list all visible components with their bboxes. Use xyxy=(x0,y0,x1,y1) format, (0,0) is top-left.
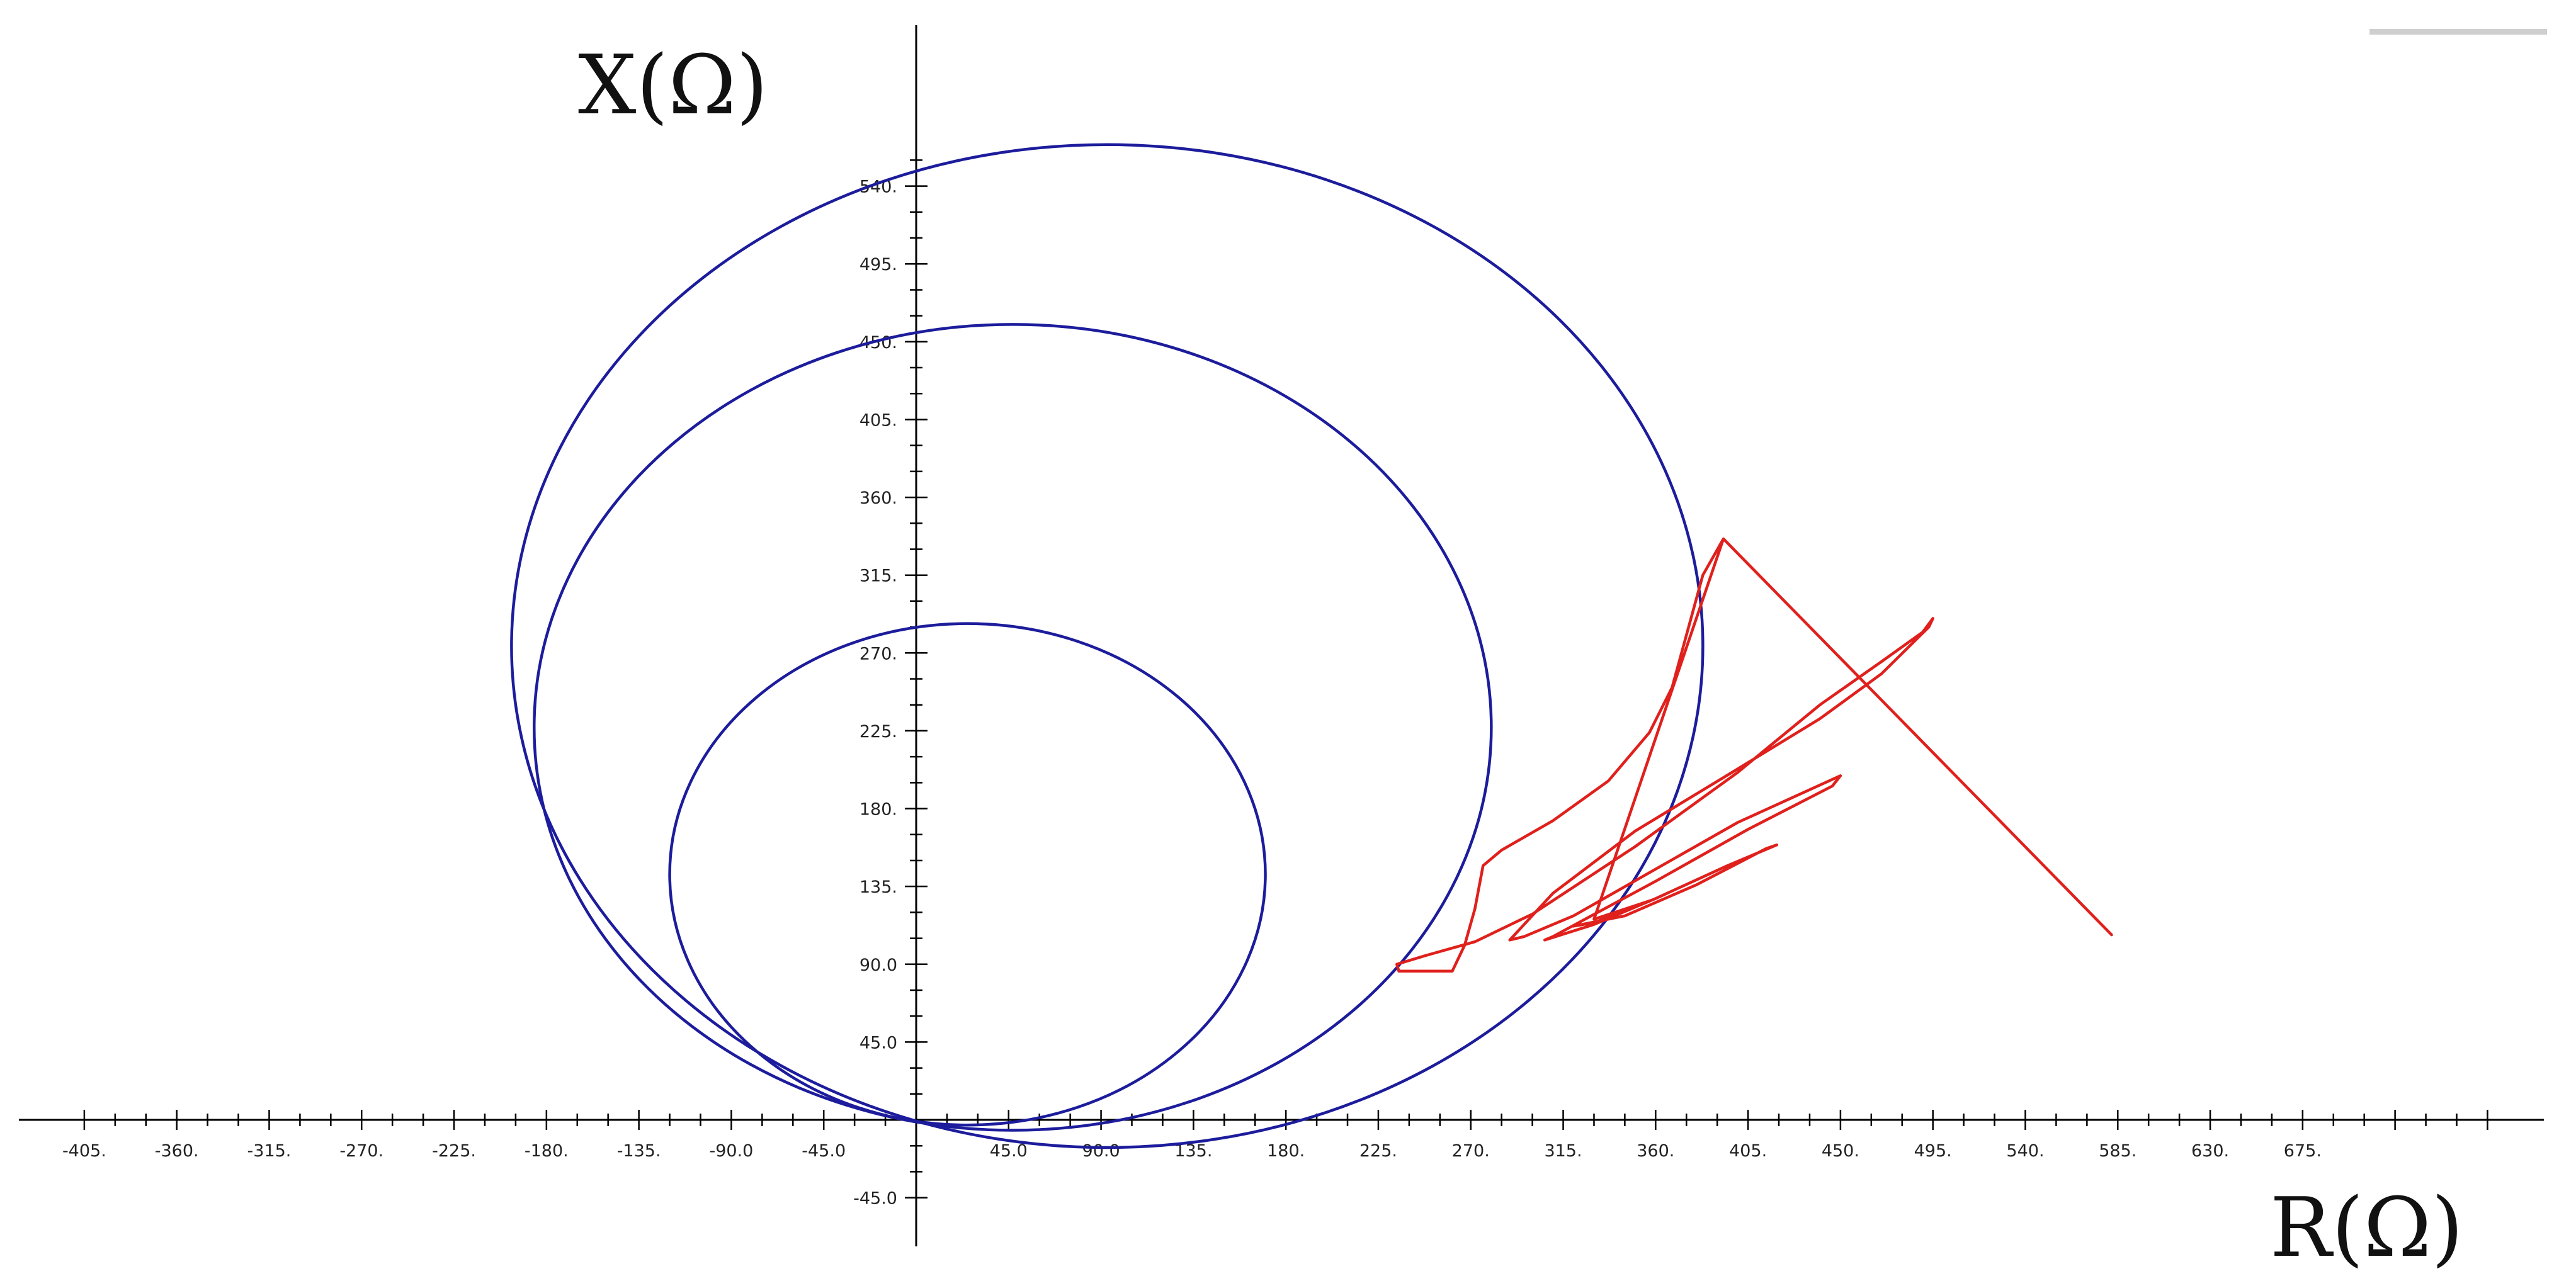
x-tick-label: 675. xyxy=(2284,1141,2322,1161)
x-tick-label: -270. xyxy=(339,1141,383,1161)
x-tick-label: 360. xyxy=(1637,1141,1674,1161)
y-tick-label: 135. xyxy=(860,878,897,897)
x-tick-label: 45.0 xyxy=(990,1141,1028,1161)
x-tick-label: 225. xyxy=(1359,1141,1397,1161)
axes xyxy=(19,25,2544,1246)
y-tick-label: 225. xyxy=(860,722,897,742)
y-tick-label: 180. xyxy=(860,800,897,820)
x-tick-label: 90.0 xyxy=(1082,1141,1120,1161)
x-tick-label: 270. xyxy=(1452,1141,1490,1161)
impedance-circle-2 xyxy=(533,323,1493,1132)
x-tick-label: -135. xyxy=(617,1141,661,1161)
x-tick-label: -315. xyxy=(247,1141,292,1161)
impedance-trajectory-1 xyxy=(1395,537,2113,973)
x-tick-label: 405. xyxy=(1729,1141,1767,1161)
x-tick-label: 540. xyxy=(2006,1141,2044,1161)
x-tick-label: -90.0 xyxy=(709,1141,753,1161)
x-tick-label: 630. xyxy=(2191,1141,2229,1161)
x-axis-title: R(Ω) xyxy=(2270,1180,2463,1275)
x-tick-label: -180. xyxy=(525,1141,569,1161)
x-tick-label: -225. xyxy=(432,1141,476,1161)
ticks xyxy=(83,159,2488,1199)
corner-bar xyxy=(2369,29,2547,35)
y-tick-label: 270. xyxy=(860,644,897,663)
impedance-circle-3 xyxy=(510,143,1705,1149)
y-tick-label: 45.0 xyxy=(860,1033,897,1052)
x-tick-label: 585. xyxy=(2099,1141,2136,1161)
x-tick-label: 495. xyxy=(1914,1141,1952,1161)
x-tick-label: -405. xyxy=(62,1141,106,1161)
x-tick-label: -360. xyxy=(155,1141,199,1161)
y-axis-title: X(Ω) xyxy=(578,37,768,133)
x-tick-label: 315. xyxy=(1544,1141,1582,1161)
y-tick-label: 360. xyxy=(860,488,897,508)
curves xyxy=(510,143,2113,1149)
y-tick-label: 495. xyxy=(860,255,897,274)
impedance-circle-1 xyxy=(668,622,1267,1127)
x-tick-label: -45.0 xyxy=(802,1141,846,1161)
y-tick-label: -45.0 xyxy=(853,1189,897,1209)
x-tick-label: 180. xyxy=(1267,1141,1305,1161)
x-tick-label: 450. xyxy=(1822,1141,1859,1161)
y-tick-label: 405. xyxy=(860,410,897,430)
y-tick-label: 90.0 xyxy=(860,956,897,975)
tick-labels: -405. -360. -315. -270. -225. -180. -135. -90.0… xyxy=(62,178,2322,1209)
y-tick-label: 315. xyxy=(860,567,897,586)
